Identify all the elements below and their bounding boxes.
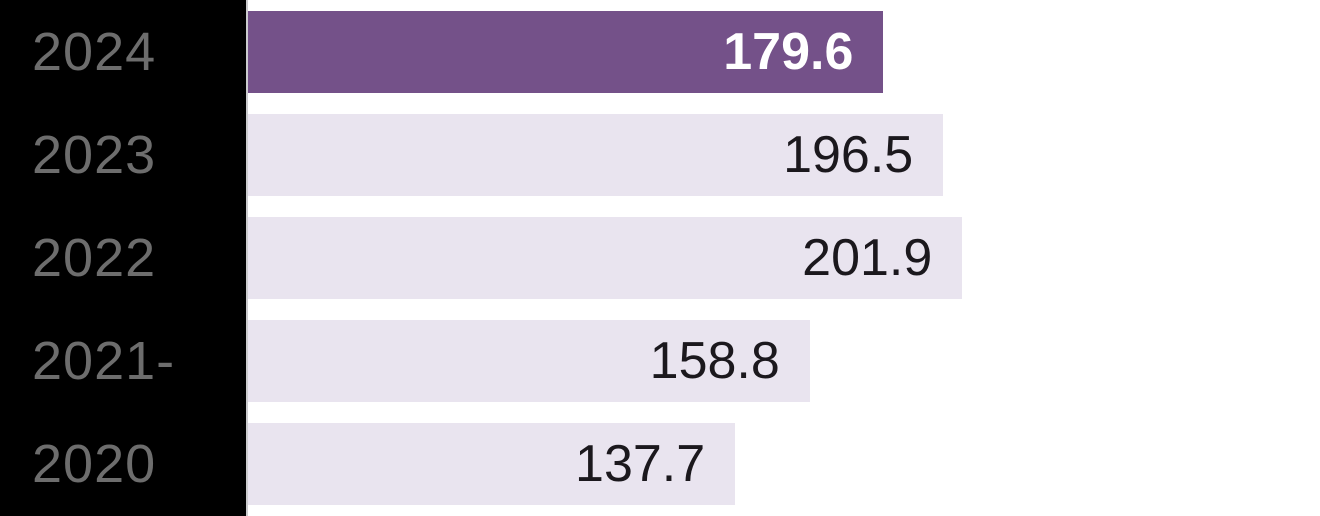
chart-row: 2022 201.9 bbox=[0, 206, 1320, 309]
value-label: 201.9 bbox=[802, 229, 933, 287]
value-bar: 137.7 bbox=[248, 423, 736, 506]
value-label: 137.7 bbox=[575, 435, 706, 494]
value-bar: 201.9 bbox=[248, 217, 963, 299]
year-label: 2022 bbox=[32, 228, 157, 288]
chart-row: 2023 196.5 bbox=[0, 103, 1320, 206]
category-axis-panel bbox=[0, 0, 246, 516]
chart-row: 2021- 158.8 bbox=[0, 310, 1320, 413]
value-bar: 158.8 bbox=[248, 320, 810, 403]
value-label: 179.6 bbox=[723, 22, 854, 81]
chart-row: 2020 137.7 bbox=[0, 413, 1320, 516]
year-label: 2021- bbox=[32, 331, 176, 392]
value-bar-highlighted: 179.6 bbox=[248, 10, 884, 93]
value-label: 158.8 bbox=[649, 332, 780, 391]
year-label: 2023 bbox=[32, 124, 157, 185]
value-bar: 196.5 bbox=[248, 113, 944, 196]
year-label: 2024 bbox=[32, 21, 157, 82]
year-label: 2020 bbox=[32, 434, 157, 495]
axis-line bbox=[246, 0, 248, 516]
value-label: 196.5 bbox=[783, 125, 914, 184]
chart-row: 2024 179.6 bbox=[0, 0, 1320, 103]
